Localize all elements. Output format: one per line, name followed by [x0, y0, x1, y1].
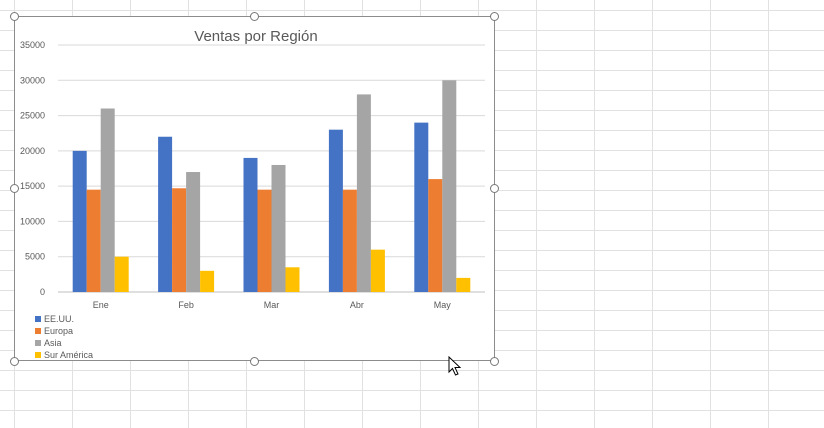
bar-ee-uu--feb[interactable]	[158, 136, 173, 292]
bar-europa-ene[interactable]	[86, 189, 101, 292]
mouse-pointer-icon	[448, 356, 462, 376]
bar-europa-feb[interactable]	[172, 188, 187, 292]
legend: EE.UU. Europa Asia Sur América	[35, 314, 93, 360]
resize-handle-top-left[interactable]	[10, 12, 19, 21]
y-tick-label-1: 5000	[25, 252, 45, 262]
resize-handle-bottom-right[interactable]	[490, 357, 499, 366]
x-tick-label-abr: Abr	[350, 300, 364, 310]
y-tick-label-7: 35000	[20, 40, 45, 50]
resize-handle-middle-left[interactable]	[10, 184, 19, 193]
bar-ee-uu--ene[interactable]	[72, 150, 87, 292]
bar-ee-uu--may[interactable]	[414, 122, 429, 292]
bar-sur-am-rica-abr[interactable]	[370, 249, 385, 292]
legend-swatch-0	[35, 316, 41, 322]
resize-handle-top-center[interactable]	[250, 12, 259, 21]
y-tick-label-5: 25000	[20, 111, 45, 121]
bar-ee-uu--mar[interactable]	[243, 157, 258, 292]
bar-sur-am-rica-ene[interactable]	[114, 256, 129, 292]
bar-asia-feb[interactable]	[186, 172, 201, 292]
bars	[72, 80, 471, 293]
y-tick-label-3: 15000	[20, 181, 45, 191]
x-tick-label-feb: Feb	[178, 300, 194, 310]
legend-swatch-1	[35, 328, 41, 334]
bar-asia-ene[interactable]	[100, 108, 115, 292]
x-tick-label-ene: Ene	[93, 300, 109, 310]
bar-europa-mar[interactable]	[257, 189, 272, 292]
bar-sur-am-rica-feb[interactable]	[200, 270, 215, 292]
x-axis-ticks: Ene Feb Mar Abr May	[93, 300, 452, 310]
legend-swatch-2	[35, 340, 41, 346]
x-tick-label-mar: Mar	[264, 300, 280, 310]
bar-asia-abr[interactable]	[356, 94, 371, 293]
bar-europa-may[interactable]	[428, 179, 443, 292]
chart-title: Ventas por Región	[194, 28, 317, 45]
bar-asia-mar[interactable]	[271, 164, 286, 292]
bar-europa-abr[interactable]	[342, 189, 357, 292]
bar-asia-may[interactable]	[442, 80, 457, 293]
legend-label-2: Asia	[44, 338, 62, 348]
bar-sur-am-rica-may[interactable]	[456, 277, 471, 292]
legend-swatch-3	[35, 352, 41, 358]
resize-handle-bottom-left[interactable]	[10, 357, 19, 366]
legend-label-1: Europa	[44, 326, 73, 336]
resize-handle-middle-right[interactable]	[490, 184, 499, 193]
y-tick-label-4: 20000	[20, 146, 45, 156]
legend-label-3: Sur América	[44, 350, 93, 360]
bar-ee-uu--abr[interactable]	[328, 129, 343, 292]
y-tick-label-0: 0	[40, 287, 45, 297]
y-tick-label-2: 10000	[20, 216, 45, 226]
x-tick-label-may: May	[434, 300, 452, 310]
y-tick-label-6: 30000	[20, 75, 45, 85]
resize-handle-top-right[interactable]	[490, 12, 499, 21]
resize-handle-bottom-center[interactable]	[250, 357, 259, 366]
y-axis-ticks: 0 5000 10000 15000 20000 25000 30000 35000	[20, 40, 45, 297]
legend-label-0: EE.UU.	[44, 314, 74, 324]
bar-sur-am-rica-mar[interactable]	[285, 267, 300, 292]
chart-plot: Ventas por Región 0 5000 10000 15000 20000 25…	[20, 28, 485, 360]
chart-area[interactable]: Ventas por Región 0 5000 10000 15000 20000 25…	[14, 16, 495, 361]
